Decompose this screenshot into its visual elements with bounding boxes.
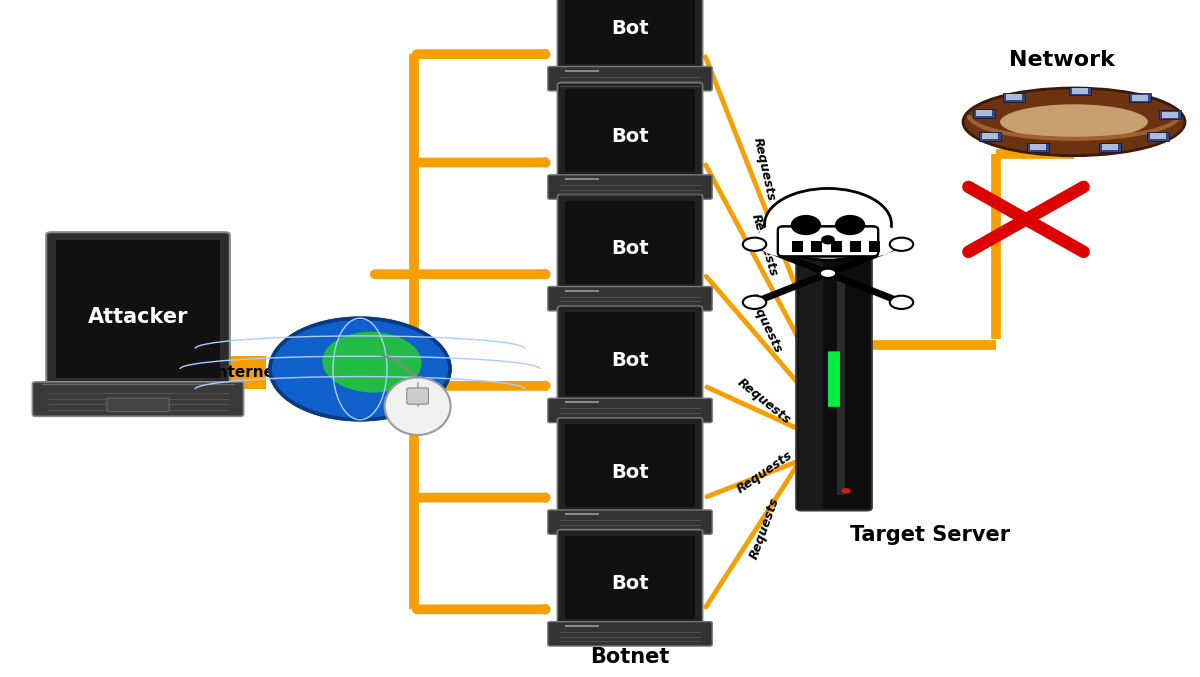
- FancyBboxPatch shape: [557, 194, 703, 290]
- Text: Target Server: Target Server: [850, 525, 1010, 545]
- FancyBboxPatch shape: [850, 241, 862, 252]
- FancyBboxPatch shape: [557, 529, 703, 625]
- FancyBboxPatch shape: [565, 312, 696, 395]
- FancyBboxPatch shape: [1147, 132, 1169, 141]
- FancyBboxPatch shape: [828, 351, 840, 407]
- FancyBboxPatch shape: [548, 621, 713, 646]
- Ellipse shape: [384, 378, 451, 435]
- Circle shape: [839, 223, 900, 257]
- Text: Internet: Internet: [212, 365, 282, 380]
- Ellipse shape: [998, 104, 1150, 140]
- FancyBboxPatch shape: [792, 241, 803, 252]
- Text: Network: Network: [1009, 49, 1115, 70]
- Text: Requests: Requests: [744, 291, 785, 355]
- FancyBboxPatch shape: [797, 248, 871, 510]
- FancyBboxPatch shape: [565, 200, 696, 284]
- FancyBboxPatch shape: [228, 356, 266, 389]
- FancyBboxPatch shape: [1072, 88, 1088, 94]
- FancyBboxPatch shape: [56, 240, 221, 378]
- FancyBboxPatch shape: [838, 276, 845, 495]
- Text: Botnet: Botnet: [590, 647, 670, 667]
- FancyBboxPatch shape: [1102, 144, 1118, 150]
- Ellipse shape: [964, 88, 1186, 156]
- Text: Bot: Bot: [611, 462, 649, 481]
- FancyBboxPatch shape: [557, 83, 703, 178]
- FancyBboxPatch shape: [1069, 87, 1091, 95]
- FancyBboxPatch shape: [1159, 110, 1181, 119]
- Ellipse shape: [821, 235, 835, 244]
- FancyBboxPatch shape: [565, 0, 696, 64]
- FancyBboxPatch shape: [973, 109, 995, 118]
- Circle shape: [743, 296, 767, 309]
- FancyBboxPatch shape: [548, 175, 713, 199]
- Text: Requests: Requests: [749, 213, 780, 278]
- Circle shape: [889, 238, 913, 251]
- Circle shape: [889, 296, 913, 309]
- FancyBboxPatch shape: [565, 89, 696, 172]
- FancyBboxPatch shape: [548, 510, 713, 534]
- FancyBboxPatch shape: [869, 241, 881, 252]
- FancyBboxPatch shape: [47, 232, 230, 387]
- FancyBboxPatch shape: [1030, 144, 1046, 150]
- FancyBboxPatch shape: [557, 0, 703, 70]
- FancyBboxPatch shape: [565, 536, 696, 619]
- FancyBboxPatch shape: [548, 398, 713, 422]
- Circle shape: [820, 269, 836, 278]
- FancyBboxPatch shape: [799, 249, 823, 509]
- Circle shape: [270, 318, 450, 420]
- FancyBboxPatch shape: [32, 382, 244, 416]
- Ellipse shape: [835, 215, 865, 235]
- Circle shape: [841, 488, 851, 494]
- FancyBboxPatch shape: [1099, 143, 1121, 152]
- FancyBboxPatch shape: [976, 110, 992, 116]
- FancyBboxPatch shape: [548, 286, 713, 311]
- Ellipse shape: [323, 332, 421, 393]
- Text: Requests: Requests: [748, 496, 781, 561]
- FancyBboxPatch shape: [548, 66, 713, 91]
- FancyBboxPatch shape: [1027, 143, 1049, 152]
- Text: Bot: Bot: [611, 351, 649, 370]
- FancyBboxPatch shape: [1150, 133, 1166, 139]
- FancyBboxPatch shape: [1006, 94, 1022, 100]
- FancyBboxPatch shape: [107, 398, 169, 412]
- FancyBboxPatch shape: [979, 132, 1001, 141]
- Text: Requests: Requests: [734, 448, 794, 496]
- FancyBboxPatch shape: [830, 241, 841, 252]
- Text: Bot: Bot: [611, 239, 649, 258]
- Text: Bot: Bot: [611, 19, 649, 38]
- FancyBboxPatch shape: [557, 418, 703, 513]
- FancyBboxPatch shape: [1162, 112, 1178, 118]
- Text: Requests: Requests: [751, 136, 778, 202]
- FancyBboxPatch shape: [778, 226, 878, 257]
- FancyBboxPatch shape: [811, 241, 822, 252]
- Text: Bot: Bot: [611, 574, 649, 593]
- FancyBboxPatch shape: [407, 388, 428, 404]
- FancyBboxPatch shape: [982, 133, 998, 139]
- Circle shape: [756, 223, 817, 257]
- FancyBboxPatch shape: [565, 424, 696, 507]
- Circle shape: [743, 238, 767, 251]
- Text: Attacker: Attacker: [88, 307, 188, 327]
- Text: Requests: Requests: [736, 376, 793, 427]
- FancyBboxPatch shape: [1129, 93, 1151, 102]
- FancyBboxPatch shape: [1132, 95, 1148, 101]
- Text: Bot: Bot: [611, 127, 649, 146]
- Circle shape: [764, 188, 892, 260]
- FancyBboxPatch shape: [1003, 93, 1025, 102]
- FancyBboxPatch shape: [557, 306, 703, 401]
- Ellipse shape: [791, 215, 821, 235]
